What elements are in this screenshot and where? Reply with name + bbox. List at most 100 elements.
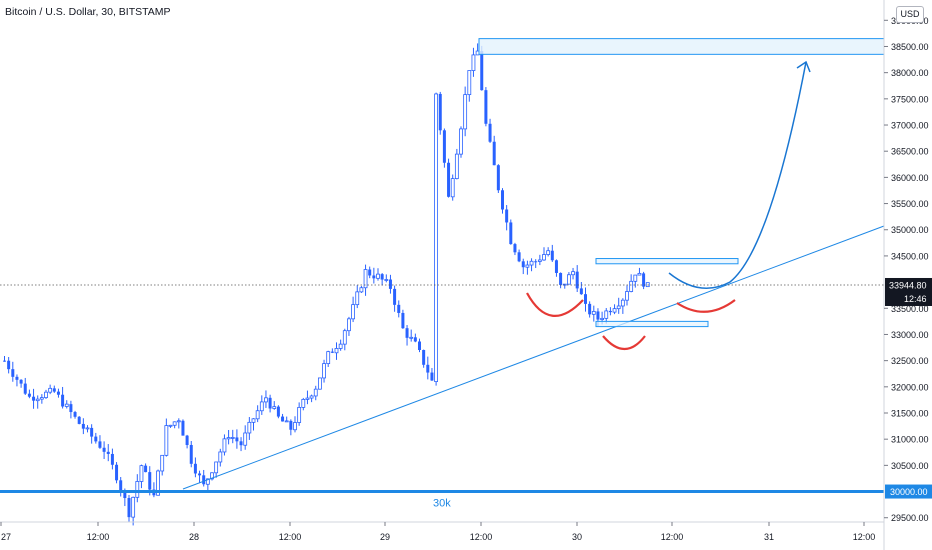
candle-body-up — [525, 264, 530, 268]
candle-body-down — [442, 130, 446, 163]
countdown-label: 12:46 — [904, 294, 927, 304]
candle-body-up — [214, 461, 219, 474]
candle-body-down — [185, 435, 189, 445]
head-curve — [602, 335, 646, 351]
candle-body-down — [397, 304, 401, 313]
candle-body-up — [172, 421, 177, 426]
candle-body-up — [359, 287, 364, 293]
candle-body-down — [3, 360, 6, 362]
candle-body-down — [501, 190, 504, 210]
time-tick-label: 12:00 — [470, 532, 493, 542]
candle-body-up — [247, 421, 252, 434]
resistance-zone — [478, 38, 885, 55]
candle-body-up — [542, 254, 546, 261]
candle-body-down — [534, 261, 538, 263]
candle-body-up — [205, 478, 210, 485]
candle-body-up — [293, 422, 297, 431]
candle-body-down — [488, 123, 492, 142]
candle-body-down — [81, 423, 85, 429]
right-shoulder-curve — [676, 299, 736, 313]
candle-body-down — [521, 261, 525, 268]
candle-body-up — [284, 420, 289, 423]
candle-body-down — [181, 420, 185, 436]
trendline — [182, 225, 885, 490]
time-tick-label: 12:00 — [661, 532, 684, 542]
candle-body-down — [127, 498, 131, 518]
candle-body-down — [554, 260, 558, 273]
price-tick-label: 36000.00 — [891, 173, 929, 183]
time-tick-label: 31 — [764, 532, 774, 542]
candle-body-down — [380, 274, 384, 280]
candle-body-up — [317, 377, 322, 390]
candle-body-up — [376, 273, 380, 279]
candle-body-down — [438, 93, 442, 131]
candle-body-up — [604, 310, 609, 319]
candle-body-down — [144, 465, 148, 473]
candle-body-down — [575, 271, 579, 289]
candle-body-up — [384, 279, 389, 281]
candle-body-down — [90, 427, 94, 437]
price-tick-label: 35500.00 — [891, 199, 929, 209]
candle-body-down — [23, 383, 27, 394]
candle-body-down — [98, 441, 102, 448]
projection-arrow — [668, 61, 807, 289]
candle-body-up — [537, 259, 542, 262]
candle-body-up — [305, 397, 310, 400]
candle-body-up — [243, 432, 248, 446]
candle-body-down — [15, 376, 19, 380]
candle-body-down — [115, 464, 119, 481]
candle-body-up — [454, 153, 459, 180]
candle-body-up — [529, 260, 534, 266]
candle-body-up — [434, 93, 439, 382]
last-price-label: 33944.80 — [889, 280, 927, 290]
candle-body-up — [322, 363, 326, 379]
candle-body-down — [94, 436, 98, 442]
currency-button[interactable]: USD — [896, 6, 924, 23]
candle-body-down — [123, 490, 127, 499]
candle-body-down — [550, 250, 554, 261]
candle-body-down — [268, 397, 272, 409]
candle-body-up — [164, 425, 169, 456]
candle-body-down — [102, 447, 106, 452]
price-tick-label: 37000.00 — [891, 121, 929, 131]
candle-body-up — [363, 269, 368, 289]
candle-body-up — [297, 407, 302, 423]
last-price-label-bg — [885, 277, 932, 306]
candle-body-up — [471, 54, 476, 71]
candle-body-down — [608, 310, 612, 313]
candle-body-up — [351, 304, 356, 320]
projection-arrow-head — [796, 60, 811, 73]
candle-body-up — [637, 272, 642, 276]
candle-body-up — [450, 178, 455, 198]
candle-body-up — [600, 317, 604, 320]
candle-body-up — [463, 94, 468, 130]
candle-body-up — [567, 274, 571, 285]
candle-body-up — [467, 70, 472, 96]
candle-body-up — [355, 291, 360, 306]
candle-body-down — [422, 349, 426, 365]
candle-body-up — [342, 330, 347, 345]
candle-body-down — [289, 420, 293, 430]
candle-body-down — [388, 279, 392, 289]
candle-body-down — [119, 480, 123, 491]
candle-body-down — [368, 269, 372, 276]
candle-body-down — [596, 311, 600, 320]
candle-body-down — [148, 472, 152, 490]
candle-body-up — [334, 348, 339, 354]
candle-body-down — [61, 394, 65, 407]
candle-body-down — [235, 437, 239, 442]
candle-body-down — [447, 162, 451, 197]
candle-body-down — [509, 222, 513, 245]
candle-body-up — [218, 451, 223, 463]
price-tick-label: 36500.00 — [891, 147, 929, 157]
candle-body-down — [276, 406, 280, 417]
candle-body-down — [77, 416, 81, 424]
candle-body-up — [156, 470, 160, 496]
candle-body-up — [571, 271, 575, 276]
price-tick-label: 29500.00 — [891, 513, 929, 523]
candle-body-down — [559, 272, 563, 285]
candle-body-down — [11, 369, 15, 377]
candle-body-down — [198, 473, 202, 476]
candle-body-down — [393, 288, 397, 305]
